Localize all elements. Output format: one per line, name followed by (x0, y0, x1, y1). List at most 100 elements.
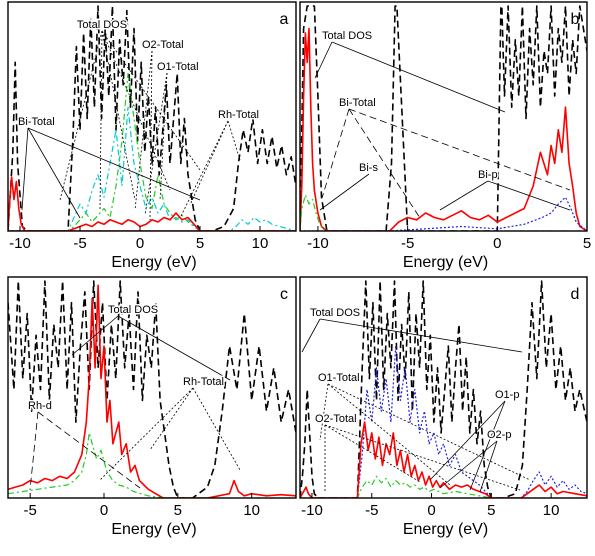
x-tick-label-a-4: 10 (252, 235, 269, 252)
annotation-a-0: Total DOS (77, 19, 127, 31)
x-tick-label-c-2: 5 (174, 502, 182, 519)
annotation-leader-a-4-0 (21, 127, 29, 211)
annotation-b-1: Bi-Total (339, 97, 376, 109)
x-tick-label-d-1: -5 (365, 502, 378, 519)
annotation-b-2: Bi-s (359, 162, 378, 174)
annotation-leader-c-1-0 (99, 387, 194, 481)
annotation-leader-d-4-1 (479, 440, 498, 493)
x-tick-label-d-3: 5 (487, 502, 495, 519)
annotation-leader-c-1-1 (149, 387, 194, 451)
series-line-d-2 (300, 475, 587, 498)
x-tick-label-c-3: 10 (243, 502, 260, 519)
panel-b-series (300, 5, 587, 231)
annotation-leader-b-3-0 (439, 180, 489, 211)
annotation-c-1: Rh-Total (183, 376, 224, 388)
annotation-leader-a-0-0 (59, 30, 103, 201)
annotation-leader-d-2-1 (324, 424, 421, 483)
annotation-leader-d-4-0 (439, 440, 498, 489)
annotation-leader-b-2-0 (319, 173, 370, 211)
annotation-leader-a-4-1 (27, 127, 81, 219)
annotation-leader-d-0-0 (301, 318, 321, 353)
panel-letter-a: a (280, 11, 289, 28)
annotation-leader-c-0-0 (71, 315, 119, 356)
annotation-leader-a-0-2 (101, 30, 136, 201)
annotation-leader-c-1-2 (192, 387, 241, 471)
annotation-a-2: O1-Total (157, 61, 199, 73)
panel-a: -10 -5 0 5 10 Energy (eV) a Total DOS O2-Total O1… (7, 1, 297, 271)
series-line-d-0 (300, 280, 587, 498)
x-tick-label-d-2: 0 (427, 502, 435, 519)
x-tick-label-b-3: 5 (583, 235, 591, 252)
panel-c: -5 0 5 10 Energy (eV) c Total DOS Rh-Total Rh-d (7, 276, 297, 538)
panel-c-frame (7, 276, 297, 499)
annotation-leader-a-2-1 (159, 72, 168, 201)
annotation-leader-a-0-4 (101, 30, 201, 171)
panel-letter-b: b (571, 11, 580, 28)
series-line-b-0 (300, 5, 587, 231)
series-line-d-1 (300, 345, 587, 498)
x-axis-title-c: Energy (eV) (111, 521, 196, 538)
annotation-leader-a-1-0 (134, 50, 153, 211)
annotation-leader-d-1-1 (327, 383, 451, 486)
annotation-leader-b-1-2 (348, 108, 571, 191)
x-tick-label-b-1: -5 (401, 235, 414, 252)
annotation-leader-c-0-1 (117, 315, 231, 381)
annotation-d-3: O1-p (495, 389, 519, 401)
annotation-leader-a-3-0 (179, 120, 229, 219)
annotation-d-4: O2-p (487, 429, 511, 441)
x-tick-label-d-0: -10 (301, 502, 323, 519)
series-line-b-2 (300, 194, 587, 231)
panel-letter-c: c (280, 286, 288, 303)
annotation-leader-d-1-0 (319, 383, 329, 441)
x-axis-title-a: Energy (eV) (111, 254, 196, 271)
panel-b: -10 -5 0 5 Energy (eV) b Total DOS Bi-Total Bi-s… (299, 1, 591, 271)
series-line-c-0 (8, 280, 296, 498)
annotation-d-1: O1-Total (318, 372, 360, 384)
x-tick-label-a-1: -5 (73, 235, 86, 252)
panel-b-frame (299, 1, 588, 232)
annotation-leader-a-3-1 (189, 120, 229, 206)
x-tick-label-d-4: 10 (543, 502, 560, 519)
annotation-leader-c-2-1 (37, 411, 141, 489)
annotation-c-0: Total DOS (108, 304, 158, 316)
panel-d: -10 -5 0 5 10 Energy (eV) d Total DOS O1-Total O2… (299, 276, 588, 538)
annotation-leader-a-3-2 (227, 120, 241, 161)
x-tick-label-c-0: -5 (23, 502, 36, 519)
x-tick-label-c-1: 0 (100, 502, 108, 519)
series-line-c-2 (8, 432, 296, 498)
annotation-leader-a-4-2 (27, 127, 201, 201)
series-line-a-4 (8, 176, 296, 231)
series-line-b-1 (300, 27, 587, 231)
annotation-leader-a-0-1 (99, 30, 103, 211)
x-tick-label-a-3: 5 (196, 235, 204, 252)
series-line-a-0 (8, 5, 296, 231)
annotation-leader-a-1-1 (149, 50, 153, 221)
annotation-a-3: Rh-Total (218, 109, 259, 121)
series-line-a-3 (8, 212, 296, 231)
series-line-c-1 (8, 284, 296, 498)
annotation-a-4: Bi-Total (18, 116, 55, 128)
annotation-leader-b-3-1 (487, 180, 571, 211)
annotation-leader-d-3-1 (469, 400, 506, 491)
annotation-leader-c-2-0 (29, 411, 39, 491)
annotation-b-3: Bi-p (478, 169, 498, 181)
annotation-leader-a-0-3 (101, 30, 171, 191)
series-line-d-3 (300, 421, 587, 498)
x-tick-label-a-2: 0 (136, 235, 144, 252)
x-tick-label-a-0: -10 (9, 235, 31, 252)
annotation-leader-a-2-0 (144, 72, 168, 216)
annotation-leader-d-1-2 (327, 383, 531, 481)
annotation-d-2: O2-Total (315, 413, 357, 425)
panel-d-series (300, 280, 587, 498)
annotation-a-1: O2-Total (142, 39, 184, 51)
annotation-leader-d-0-1 (319, 318, 523, 353)
annotation-leader-b-1-0 (321, 108, 350, 199)
panel-a-frame (7, 1, 297, 232)
panel-a-series (8, 5, 296, 231)
annotation-c-2: Rh-d (28, 400, 52, 412)
x-axis-title-d: Energy (eV) (403, 521, 488, 538)
x-axis-title-b: Energy (eV) (403, 254, 488, 271)
annotation-leader-d-3-0 (429, 400, 506, 481)
